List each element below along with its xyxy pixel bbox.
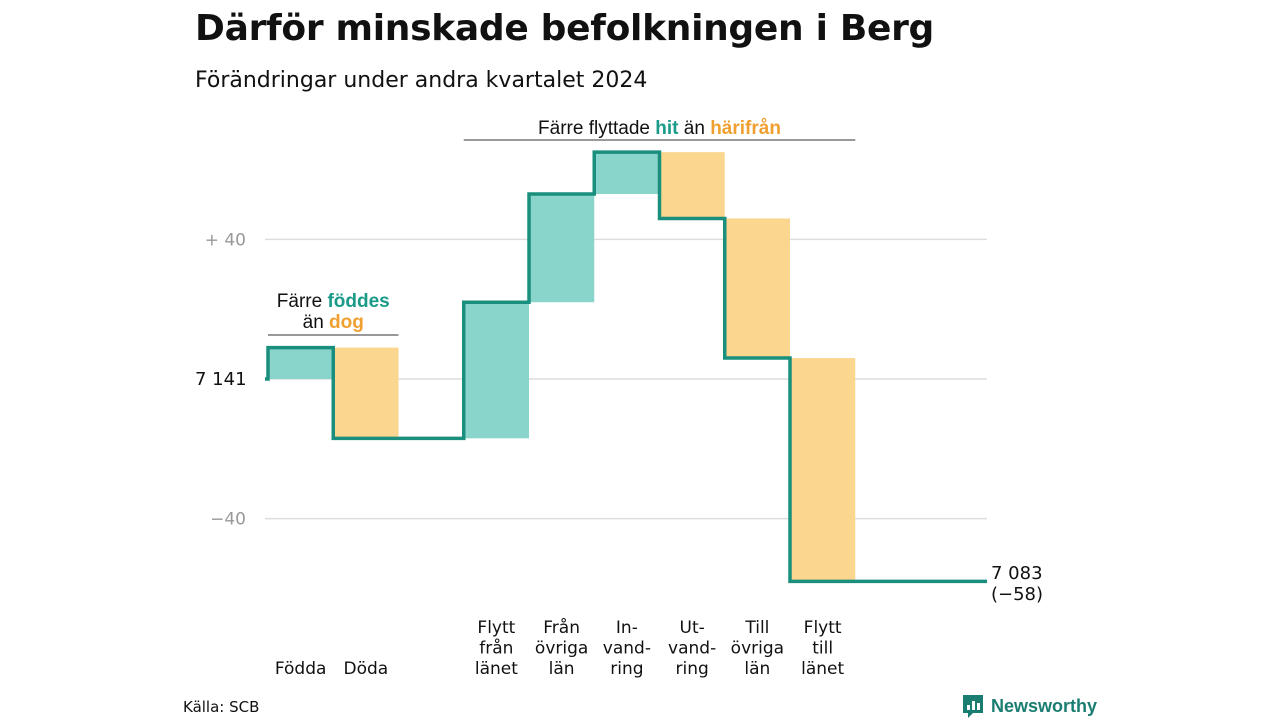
category-label: län bbox=[744, 659, 770, 679]
bar-0 bbox=[268, 347, 334, 379]
bar-8 bbox=[790, 358, 856, 582]
start-value-label: 7 141 bbox=[195, 369, 247, 390]
category-label: länet bbox=[801, 659, 844, 679]
bar-3 bbox=[463, 302, 529, 439]
chart-title: Därför minskade befolkningen i Berg bbox=[195, 8, 935, 49]
source-note: Källa: SCB bbox=[183, 698, 260, 716]
category-label: vand- bbox=[603, 639, 651, 659]
annotation-segment: Färre flyttade bbox=[538, 118, 655, 139]
category-label: övriga bbox=[731, 639, 784, 659]
category-label: till bbox=[812, 639, 833, 659]
end-value-label: 7 083 bbox=[991, 563, 1043, 584]
bar-1 bbox=[333, 347, 399, 439]
category-label: ring bbox=[610, 659, 643, 679]
annotation-segment: än bbox=[678, 118, 710, 139]
bar-7 bbox=[724, 218, 790, 359]
annotation-text: Färre föddes bbox=[277, 291, 390, 312]
y-tick-label: −40 bbox=[210, 510, 246, 530]
category-label: Födda bbox=[275, 659, 327, 679]
annotation-segment: härifrån bbox=[710, 118, 781, 139]
category-label: Flytt bbox=[477, 618, 515, 638]
bar-5 bbox=[594, 152, 660, 195]
category-label: Ut- bbox=[680, 618, 705, 638]
annotation-text: Färre flyttade hit än härifrån bbox=[538, 118, 781, 139]
y-tick-label: + 40 bbox=[205, 230, 246, 250]
annotation-segment: hit bbox=[655, 118, 679, 139]
category-label: ring bbox=[675, 659, 708, 679]
chart-subtitle: Förändringar under andra kvartalet 2024 bbox=[195, 68, 648, 93]
annotation-segment: dog bbox=[329, 312, 364, 333]
category-label: vand- bbox=[668, 639, 716, 659]
end-change-label: (−58) bbox=[991, 584, 1043, 605]
category-label: länet bbox=[475, 659, 518, 679]
bar-4 bbox=[529, 194, 595, 303]
annotation-text: än dog bbox=[303, 312, 364, 333]
category-label: från bbox=[479, 638, 513, 659]
annotation-segment: föddes bbox=[327, 291, 389, 312]
category-label: övriga bbox=[535, 639, 588, 659]
category-label: In- bbox=[616, 618, 638, 638]
cumulative-step-line bbox=[265, 150, 987, 584]
category-label: län bbox=[549, 659, 575, 679]
brand-name: Newsworthy bbox=[991, 695, 1098, 716]
category-label: Flytt bbox=[804, 618, 842, 638]
brand-logo: Newsworthy bbox=[961, 693, 1097, 719]
annotation-segment: Färre bbox=[277, 291, 328, 312]
category-label: Från bbox=[543, 617, 580, 638]
annotation-segment: än bbox=[303, 312, 329, 333]
newsworthy-logo-icon bbox=[963, 695, 983, 718]
bar-6 bbox=[659, 152, 725, 219]
category-label: Döda bbox=[344, 659, 389, 679]
category-label: Till bbox=[744, 618, 769, 638]
